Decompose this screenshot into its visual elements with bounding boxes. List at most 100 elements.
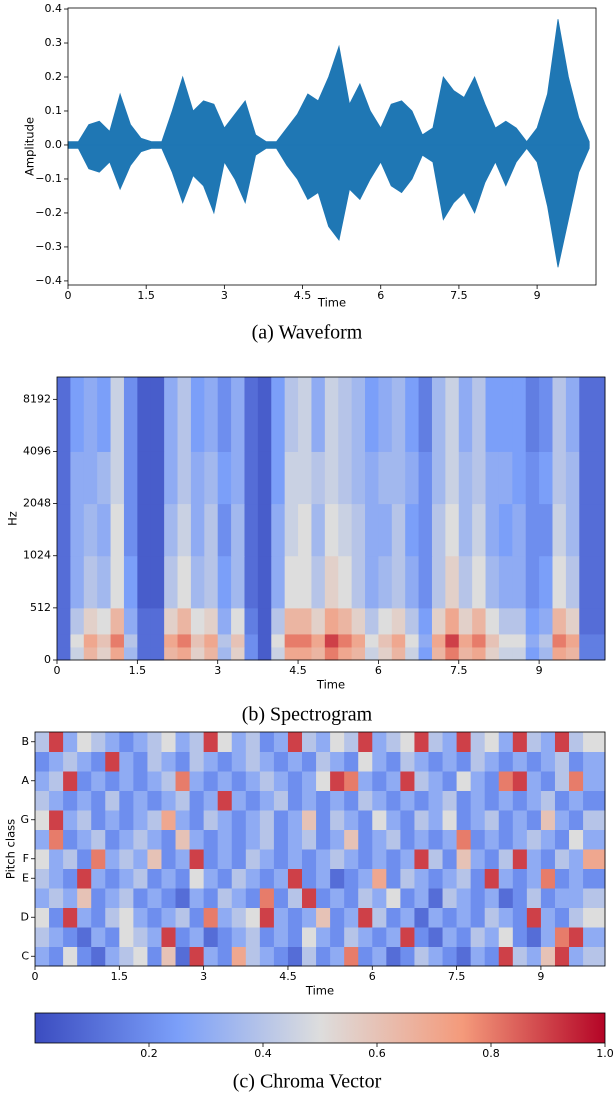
spectrogram-cell — [257, 633, 272, 648]
colorbar — [34, 1012, 606, 1044]
spectrogram-cell — [485, 633, 500, 648]
spectrogram-cell — [405, 633, 420, 648]
spectrogram-cell — [539, 555, 554, 609]
chroma-cell — [442, 927, 458, 947]
spectrogram-cell — [351, 607, 366, 635]
chroma-cell — [245, 751, 261, 772]
spectrogram-cell — [539, 646, 554, 661]
x-tick-label: 9 — [537, 970, 544, 983]
chroma-cell — [63, 907, 78, 928]
chroma-cell — [498, 771, 514, 791]
spectrogram-cell — [418, 633, 433, 648]
spectrogram-cell — [298, 555, 312, 609]
chroma-cell — [259, 927, 275, 947]
chroma-cell — [526, 732, 542, 752]
chroma-cell — [428, 868, 444, 889]
chroma-cell — [133, 849, 148, 869]
spectrogram-cell — [231, 555, 245, 609]
spectrogram-cell — [525, 555, 540, 609]
x-tick-label: 1.5 — [129, 664, 147, 677]
chroma-cell — [330, 790, 345, 811]
spectrogram-cell — [552, 555, 567, 609]
spectrogram-cell — [284, 555, 299, 609]
chroma-cell — [442, 771, 458, 791]
chroma-cell — [119, 751, 134, 772]
chroma-cell — [133, 751, 148, 772]
chroma-cell — [35, 810, 50, 830]
chroma-cell — [189, 771, 205, 791]
chroma-cell — [344, 946, 359, 967]
spectrogram-cell — [498, 633, 513, 648]
spectrogram-cell — [579, 633, 606, 648]
chroma-cell — [540, 946, 556, 967]
chroma-cell — [330, 946, 345, 967]
chroma-cell — [105, 946, 120, 967]
spectrogram-cell — [431, 633, 446, 648]
x-tick-label: 0 — [32, 970, 39, 983]
chroma-cell — [498, 829, 514, 850]
x-tick-label: 6 — [369, 970, 376, 983]
y-tick-label: 0.2 — [45, 70, 63, 83]
spectrogram-cell — [177, 555, 192, 609]
spectrogram-cell — [405, 646, 420, 661]
chroma-cell — [583, 829, 606, 850]
plot-frame — [34, 731, 606, 967]
chroma-cell — [583, 868, 606, 889]
spectrogram-cell — [324, 377, 339, 452]
x-tick-label: 7.5 — [450, 664, 468, 677]
spectrogram-cell — [579, 555, 606, 609]
chroma-cell — [512, 829, 528, 850]
spectrogram-cell — [284, 646, 299, 661]
chroma-cell — [175, 829, 191, 850]
chroma-cell — [414, 751, 429, 772]
chroma-cell — [147, 790, 162, 811]
chroma-cell — [526, 849, 542, 869]
chroma-cell — [512, 771, 528, 791]
chroma-cell — [91, 732, 106, 752]
chroma-cell — [203, 849, 219, 869]
spectrogram-cell — [445, 555, 460, 609]
chroma-cell — [442, 732, 458, 752]
spectrogram-cell — [365, 555, 379, 609]
chroma-cell — [287, 927, 303, 947]
chroma-cell — [287, 810, 303, 830]
chroma-cell — [456, 946, 472, 967]
y-tick-label: −0.4 — [35, 274, 62, 287]
chroma-cell — [231, 810, 247, 830]
chroma-cell — [147, 732, 162, 752]
chroma-cell — [217, 829, 233, 850]
chroma-cell — [35, 751, 50, 772]
chroma-cell — [470, 888, 486, 908]
chroma-cell — [372, 829, 387, 850]
spectrogram-cell — [284, 451, 299, 505]
spectrogram-cell — [338, 503, 353, 557]
spectrogram-cell — [472, 503, 487, 557]
spectrogram-cell — [177, 633, 192, 648]
spectrogram-cell — [204, 377, 219, 452]
spectrogram-cell — [378, 377, 393, 452]
chroma-cell — [259, 790, 275, 811]
chroma-cell — [540, 829, 556, 850]
y-axis-label: Pitch class — [4, 819, 18, 879]
spectrogram-cell — [257, 451, 272, 505]
spectrogram-cell — [458, 555, 473, 609]
caption: (b) Spectrogram — [242, 704, 373, 726]
chroma-cell — [344, 907, 359, 928]
chroma-cell — [259, 946, 275, 967]
chroma-cell — [372, 888, 387, 908]
spectrogram-cell — [405, 377, 420, 452]
spectrogram-cell — [83, 607, 98, 635]
chroma-cell — [456, 849, 472, 869]
y-tick-label: F — [23, 852, 29, 865]
chroma-cell — [302, 927, 317, 947]
chroma-cell — [526, 927, 542, 947]
chroma-cell — [217, 888, 233, 908]
spectrogram-cell — [164, 377, 179, 452]
spectrogram-cell — [244, 451, 259, 505]
chroma-cell — [498, 849, 514, 869]
x-tick-label: 0 — [65, 289, 72, 302]
chroma-cell — [442, 849, 458, 869]
chroma-cell — [512, 907, 528, 928]
spectrogram-cell — [190, 503, 205, 557]
spectrogram-cell — [405, 451, 420, 505]
